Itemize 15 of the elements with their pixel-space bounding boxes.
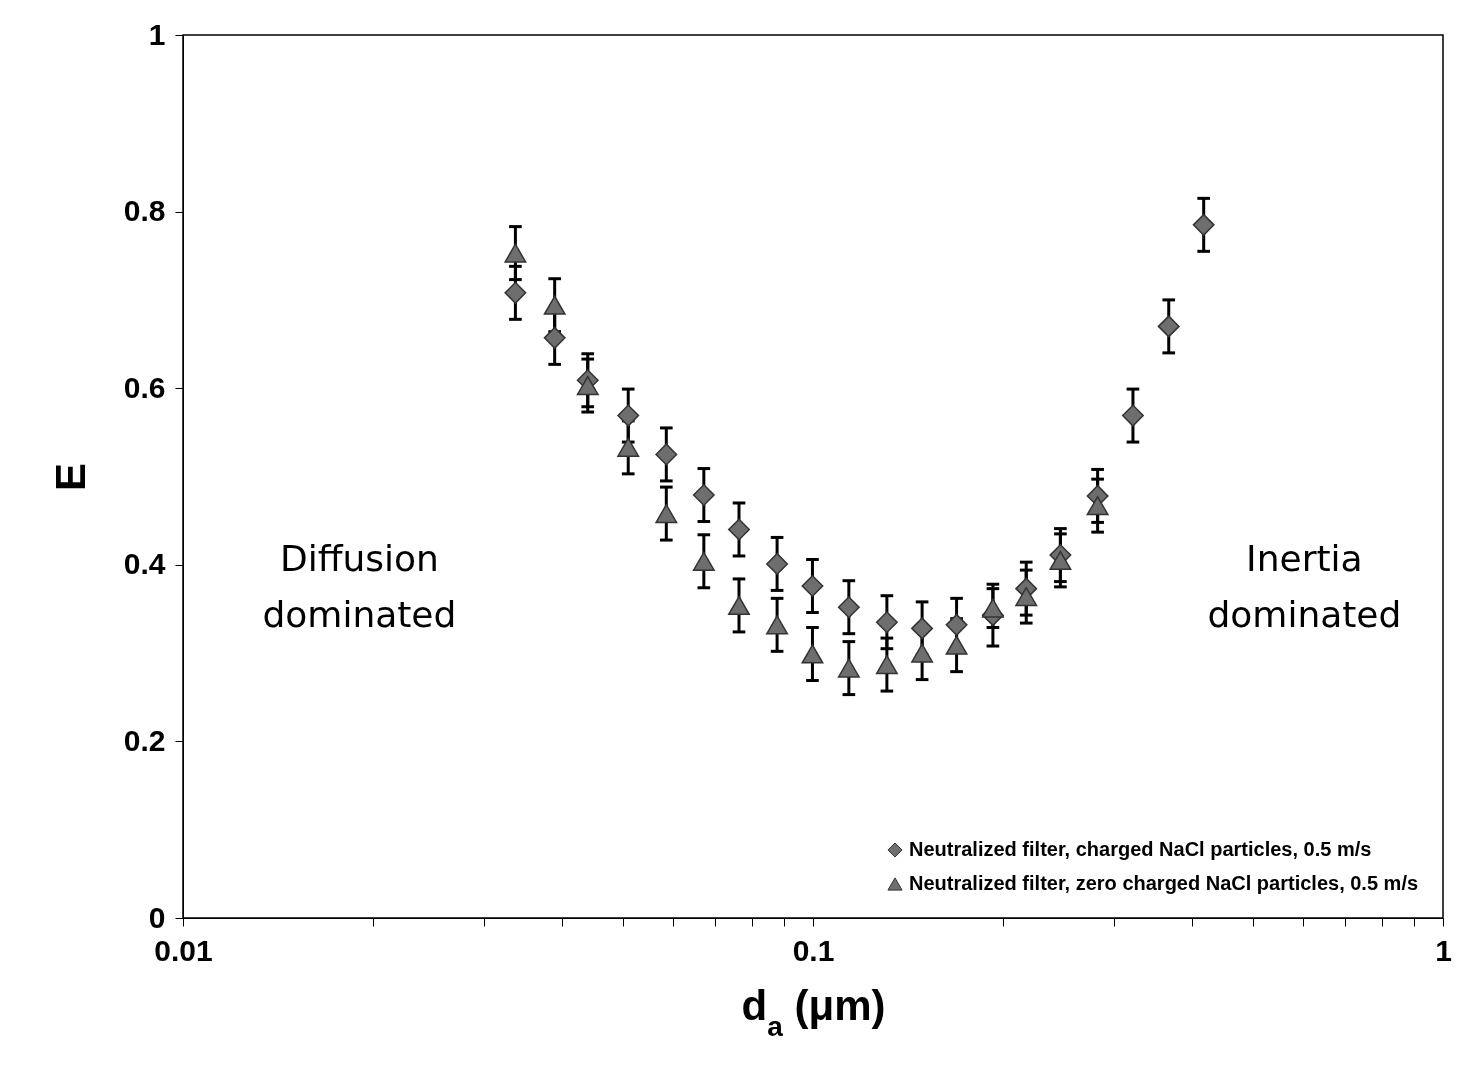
annotation: Diffusion dominated [262, 538, 457, 636]
x-axis-title: d$_{a}$ (μm) [741, 981, 886, 1041]
y-tick-label: 0.4 [123, 547, 166, 581]
x-tick-label: 0.1 [792, 933, 835, 967]
legend-label: Neutralized filter, zero charged NaCl particles, 0.5 m/s [909, 872, 1419, 894]
y-tick-label: 0 [148, 900, 166, 934]
y-axis-title: E [46, 462, 94, 492]
x-tick-label: 1 [1435, 933, 1452, 967]
y-tick-label: 1 [148, 17, 166, 51]
legend-label: Neutralized filter, charged NaCl particles, 0.5 m/s [909, 838, 1372, 860]
x-tick-label: 0.01 [154, 933, 213, 967]
y-tick-label: 0.2 [123, 723, 166, 757]
annotation: Inertia dominated [1207, 538, 1402, 636]
y-tick-label: 0.6 [123, 370, 166, 404]
y-tick-label: 0.8 [123, 194, 166, 228]
